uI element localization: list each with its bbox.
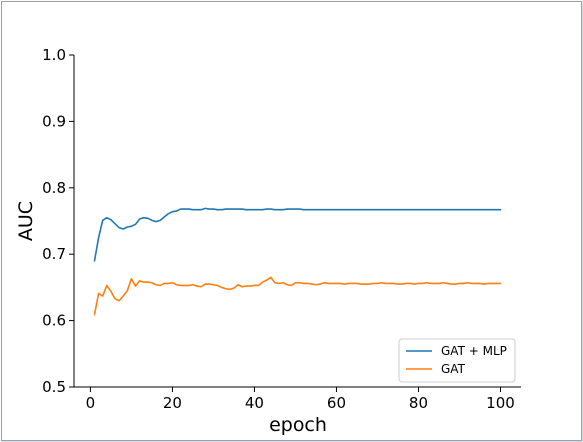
legend-label-gat: GAT [441, 362, 466, 376]
legend-label-gat-mlp: GAT + MLP [441, 344, 507, 358]
y-tick-label: 0.5 [42, 378, 66, 396]
series-lines [93, 207, 502, 316]
x-tick-label: 20 [163, 394, 182, 412]
series-line-gat [93, 276, 502, 316]
y-tick-label: 1.0 [42, 46, 66, 64]
y-ticks: 0.5 0.6 0.7 0.8 0.9 1.0 [42, 46, 74, 396]
x-tick-label: 40 [245, 394, 264, 412]
x-tick-label: 60 [327, 394, 346, 412]
y-tick-label: 0.8 [42, 179, 66, 197]
y-tick-label: 0.9 [42, 112, 66, 130]
series-line-gat-mlp [93, 207, 502, 262]
y-tick-label: 0.6 [42, 312, 66, 330]
y-axis-label: AUC [15, 201, 37, 241]
x-tick-label: 100 [486, 394, 515, 412]
x-axis-label: epoch [269, 414, 327, 436]
x-tick-label: 0 [86, 394, 96, 412]
y-tick-label: 0.7 [42, 245, 66, 263]
legend-box [398, 338, 516, 383]
axes [73, 55, 521, 388]
x-tick-label: 80 [409, 394, 428, 412]
legend: GAT + MLP GAT [398, 338, 516, 383]
x-ticks: 0 20 40 60 80 100 [86, 387, 515, 412]
